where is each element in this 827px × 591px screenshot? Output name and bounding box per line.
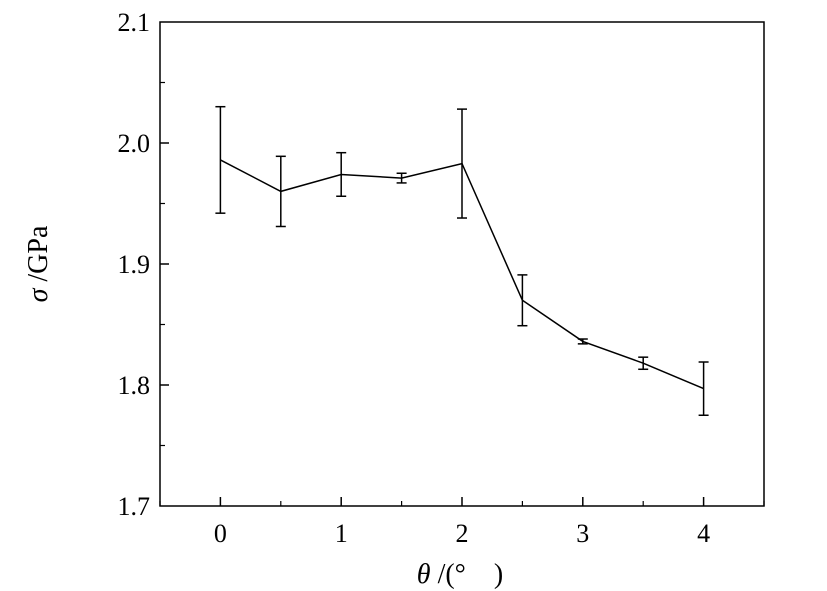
- x-tick-label: 0: [214, 519, 227, 548]
- y-axis-unit: /GPa: [23, 225, 54, 289]
- y-axis-label: σ /GPa: [23, 225, 54, 302]
- x-tick-label: 2: [456, 519, 469, 548]
- plot-frame: [159, 21, 765, 507]
- x-axis: 0 1 2 3 4: [159, 497, 765, 548]
- x-tick-label: 4: [697, 519, 710, 548]
- series-line: [220, 159, 704, 390]
- y-tick-label: 1.8: [118, 371, 151, 400]
- y-axis-symbol: σ: [23, 287, 54, 302]
- y-axis: 1.7 1.8 1.9 2.0 2.1: [118, 8, 169, 521]
- y-tick-label: 1.9: [118, 250, 151, 279]
- x-tick-label: 3: [576, 519, 589, 548]
- x-axis-unit: /(° ): [431, 559, 504, 590]
- x-axis-symbol: θ: [417, 559, 431, 590]
- y-tick-label: 2.0: [118, 129, 151, 158]
- x-tick-label: 1: [335, 519, 348, 548]
- error-bars: [215, 105, 709, 416]
- x-axis-label: θ /(° ): [417, 559, 503, 590]
- error-bar: [698, 361, 709, 416]
- y-tick-label: 2.1: [118, 8, 151, 37]
- y-tick-label: 1.7: [118, 492, 151, 521]
